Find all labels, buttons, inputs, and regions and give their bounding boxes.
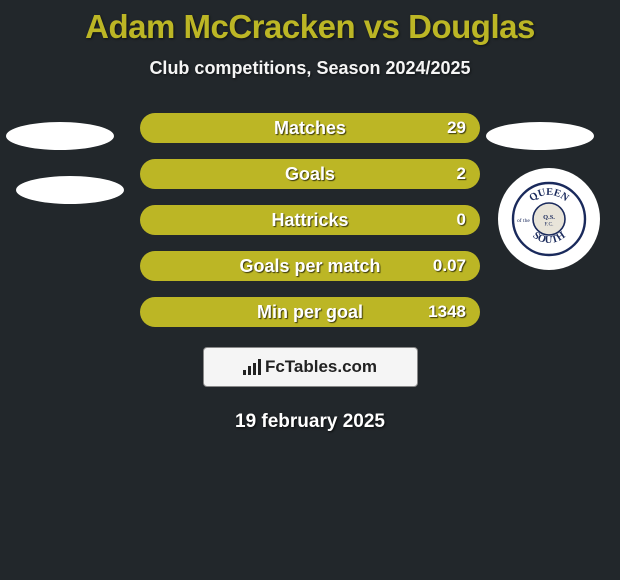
date-text: 19 february 2025 — [0, 411, 620, 433]
stat-bars: Matches 29 Goals 2 Hattricks 0 Goals per… — [140, 113, 480, 327]
stat-label: Hattricks — [271, 210, 348, 231]
stat-bar: Goals 2 — [140, 159, 480, 189]
stat-label: Goals — [285, 164, 335, 185]
stat-bar: Goals per match 0.07 — [140, 251, 480, 281]
crest-icon: QUEEN SOUTH of the Q.S. F.C. — [509, 179, 589, 259]
stat-value: 29 — [447, 118, 466, 138]
stat-value: 2 — [457, 164, 466, 184]
stat-bar: Matches 29 — [140, 113, 480, 143]
bar-chart-icon — [243, 359, 261, 375]
stat-value: 0.07 — [433, 256, 466, 276]
placeholder-oval — [6, 122, 114, 150]
svg-text:of the: of the — [517, 217, 530, 224]
svg-text:F.C.: F.C. — [544, 221, 554, 227]
source-logo-text: FcTables.com — [265, 357, 377, 377]
stat-label: Matches — [274, 118, 346, 139]
svg-text:Q.S.: Q.S. — [543, 214, 555, 221]
stat-value: 1348 — [428, 302, 466, 322]
club-crest: QUEEN SOUTH of the Q.S. F.C. — [498, 168, 600, 270]
placeholder-oval — [486, 122, 594, 150]
comparison-infographic: Adam McCracken vs Douglas Club competiti… — [0, 0, 620, 580]
stat-value: 0 — [457, 210, 466, 230]
stat-label: Goals per match — [239, 256, 380, 277]
subtitle: Club competitions, Season 2024/2025 — [0, 58, 620, 79]
stat-bar: Hattricks 0 — [140, 205, 480, 235]
stat-bar: Min per goal 1348 — [140, 297, 480, 327]
source-logo: FcTables.com — [203, 347, 418, 387]
stat-label: Min per goal — [257, 302, 363, 323]
placeholder-oval — [16, 176, 124, 204]
page-title: Adam McCracken vs Douglas — [0, 8, 620, 46]
